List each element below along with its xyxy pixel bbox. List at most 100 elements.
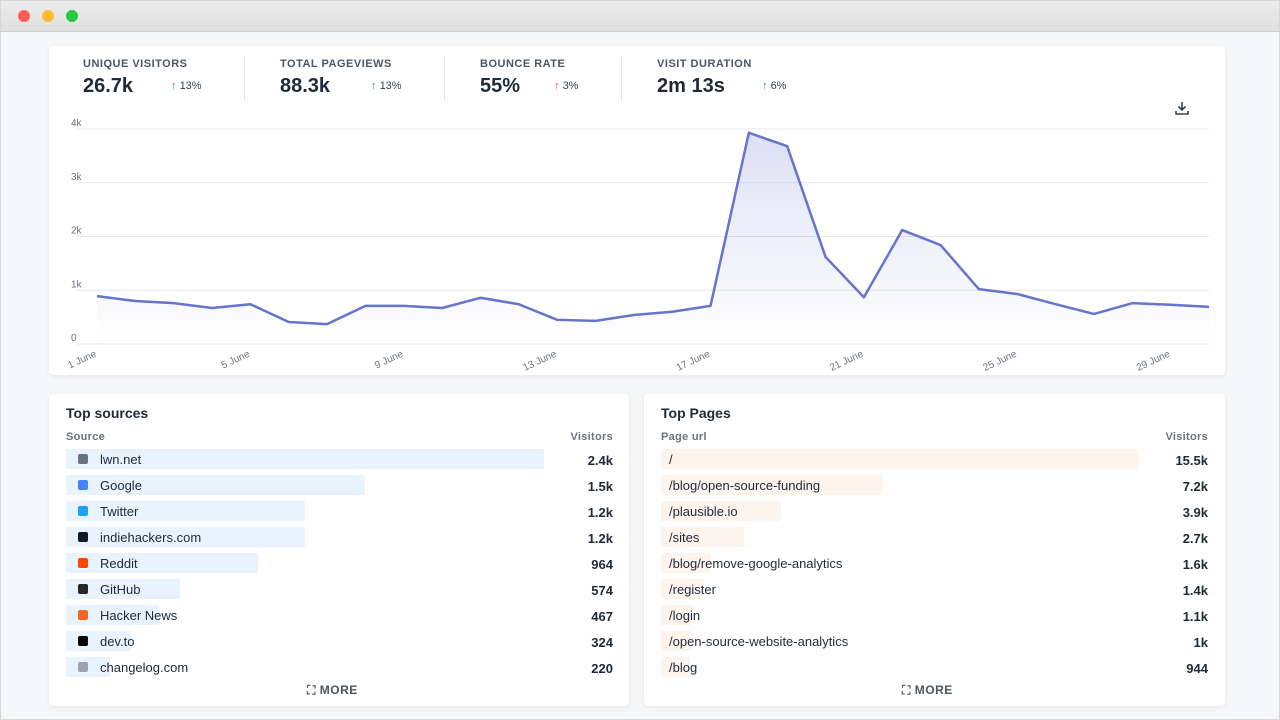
stat-label: BOUNCE RATE	[480, 58, 566, 70]
y-tick-label: 3k	[71, 172, 83, 183]
top-pages-card: Top Pages Page url Visitors ⛶ MORE / 15.5…	[644, 394, 1225, 706]
row-value: 574	[591, 583, 613, 598]
minimize-button[interactable]	[42, 10, 54, 22]
row-value: 1k	[1193, 635, 1208, 650]
bar	[66, 605, 159, 625]
divider	[444, 57, 445, 101]
source-icon	[78, 610, 88, 620]
row-label: /blog/remove-google-analytics	[669, 556, 843, 571]
row-value: 1.5k	[587, 479, 613, 494]
row-label: lwn.net	[100, 452, 142, 467]
row-value: 2.7k	[1182, 531, 1208, 546]
bar	[661, 579, 705, 599]
title-bar	[1, 1, 1279, 32]
row-value: 324	[591, 635, 613, 650]
column-header: Visitors	[1165, 431, 1208, 443]
row-label: changelog.com	[100, 660, 189, 675]
stat-change: ↑ 6%	[762, 80, 787, 92]
stat-change-text: 3%	[562, 80, 579, 92]
bar	[661, 605, 695, 625]
download-icon[interactable]	[1174, 100, 1190, 116]
x-tick-label: 5 June	[220, 349, 252, 372]
x-tick-label: 21 June	[828, 349, 865, 374]
stat-label: TOTAL PAGEVIEWS	[280, 58, 392, 70]
source-icon	[78, 636, 88, 646]
zoom-button[interactable]	[66, 10, 78, 22]
more-text[interactable]: MORE	[914, 683, 953, 697]
row-value: 944	[1186, 661, 1208, 676]
row-label: /plausible.io	[669, 504, 738, 519]
bar	[66, 553, 258, 573]
row-label: indiehackers.com	[100, 530, 202, 545]
bar	[66, 579, 181, 599]
row-label: /register	[669, 582, 716, 597]
source-icon	[78, 662, 88, 672]
bar	[661, 657, 691, 677]
x-tick-label: 13 June	[521, 349, 558, 374]
row-label: /blog	[669, 660, 698, 675]
stat-change: ↑ 13%	[371, 80, 402, 92]
card-title: Top sources	[66, 405, 149, 421]
x-tick-label: 9 June	[373, 349, 405, 372]
stat-value: 26.7k	[83, 75, 134, 97]
bar	[661, 501, 782, 521]
row-value: 1.2k	[587, 531, 613, 546]
row-label: dev.to	[100, 634, 135, 649]
stat-change: ↑ 3%	[554, 80, 579, 92]
top-sources-card: Top sources Source Visitors ⛶ MORE lwn.n…	[49, 394, 629, 706]
row-value: 7.2k	[1182, 479, 1208, 494]
x-tick-label: 17 June	[675, 349, 712, 374]
row-label: /sites	[669, 530, 700, 545]
stat-change-text: 13%	[379, 80, 402, 92]
row-value: 15.5k	[1175, 453, 1208, 468]
close-button[interactable]	[18, 10, 30, 22]
bar	[66, 475, 365, 495]
source-icon	[78, 532, 88, 542]
line-chart: 0 1k 2k 3k 4k 1 June 5 June 9 June 13 June 17 Jun…	[66, 118, 1210, 374]
bar	[661, 449, 1139, 469]
stat-label: VISIT DURATION	[657, 58, 752, 70]
bar	[66, 501, 305, 521]
row-label: GitHub	[100, 582, 141, 597]
stat-change: ↑ 13%	[171, 80, 202, 92]
row-label: /open-source-website-analytics	[669, 634, 849, 649]
row-label: /login	[669, 608, 701, 623]
line	[96, 131, 1210, 326]
card-title: Top Pages	[661, 405, 731, 421]
stat-change-text: 6%	[770, 80, 787, 92]
more-button[interactable]: ⛶ MORE	[307, 683, 358, 697]
divider	[621, 57, 622, 101]
column-header: Page url	[661, 431, 707, 443]
stat-value: 2m 13s	[657, 75, 725, 97]
area	[97, 132, 1209, 344]
bar	[661, 553, 711, 573]
row-value: 467	[591, 609, 613, 624]
row-label: Google	[100, 478, 142, 493]
row-value: 3.9k	[1182, 505, 1208, 520]
more-text[interactable]: MORE	[319, 683, 358, 697]
column-header: Visitors	[570, 431, 613, 443]
stat-value: 55%	[480, 75, 521, 97]
stat-change-text: 13%	[179, 80, 202, 92]
source-icon	[78, 506, 88, 516]
column-header: Source	[66, 431, 106, 443]
row-label: /blog/open-source-funding	[669, 478, 821, 493]
row-value: 1.6k	[1182, 557, 1208, 572]
bar	[661, 475, 884, 495]
more-button[interactable]: ⛶ MORE	[902, 683, 953, 697]
row-value: 1.1k	[1182, 609, 1208, 624]
x-tick-label: 25 June	[982, 349, 1019, 374]
source-icon	[78, 584, 88, 594]
bar	[66, 527, 305, 547]
y-tick-label: 4k	[71, 118, 83, 129]
row-label: Reddit	[100, 556, 138, 571]
row-label: Hacker News	[100, 608, 178, 623]
row-label: Twitter	[100, 504, 139, 519]
x-tick-label: 1 June	[66, 349, 98, 372]
y-tick-label: 2k	[71, 226, 83, 237]
x-tick-label: 29 June	[1135, 349, 1172, 374]
row-value: 220	[591, 661, 613, 676]
source-icon	[78, 480, 88, 490]
row-value: 2.4k	[587, 453, 613, 468]
